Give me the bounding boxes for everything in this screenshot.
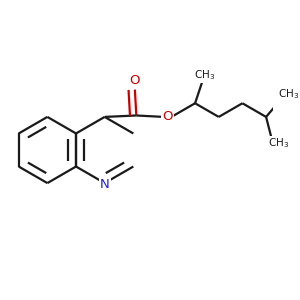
Text: O: O	[162, 110, 172, 123]
Text: CH$_3$: CH$_3$	[194, 68, 215, 82]
Text: CH$_3$: CH$_3$	[278, 87, 299, 101]
Text: O: O	[130, 74, 140, 87]
Text: CH$_3$: CH$_3$	[268, 136, 289, 150]
Text: N: N	[100, 178, 110, 191]
